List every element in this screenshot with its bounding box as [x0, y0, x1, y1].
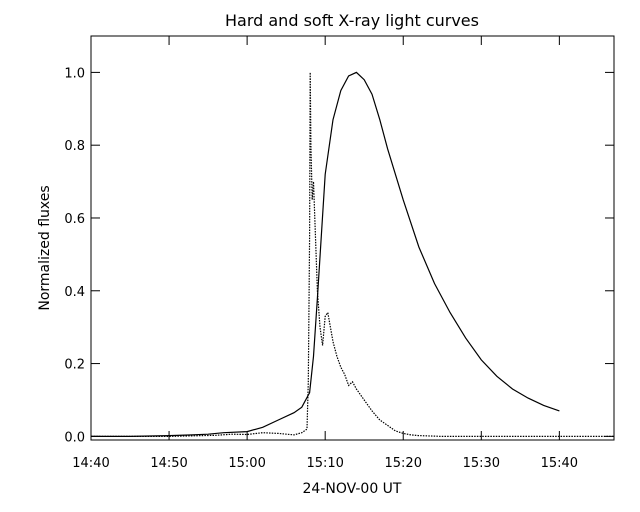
x-tick-label: 15:30: [463, 456, 500, 471]
x-tick-label: 15:00: [228, 456, 265, 471]
series-layer: [91, 71, 614, 437]
y-tick-label: 0.2: [64, 358, 85, 373]
x-axis: 14:40 14:50 15:00 15:10 15:20 15:30 15:40: [72, 36, 578, 471]
y-axis-label: Normalized fluxes: [37, 185, 53, 310]
plot-frame: [90, 35, 615, 441]
soft-xray-curve: [91, 71, 560, 437]
x-tick-label: 15:20: [385, 456, 422, 471]
x-tick-label: 14:50: [150, 456, 187, 471]
x-axis-label: 24-NOV-00 UT: [303, 481, 402, 497]
chart-title: Hard and soft X-ray light curves: [225, 11, 479, 30]
x-tick-label: 14:40: [72, 456, 109, 471]
x-tick-label: 15:10: [306, 456, 343, 471]
y-axis: 0.0 0.2 0.4 0.6 0.8 1.0: [64, 66, 614, 445]
y-tick-label: 0.4: [64, 285, 85, 300]
x-tick-label: 15:40: [541, 456, 578, 471]
y-tick-label: 0.0: [64, 430, 85, 445]
y-tick-label: 0.6: [64, 212, 85, 227]
y-tick-label: 1.0: [64, 66, 85, 81]
y-tick-label: 0.8: [64, 139, 85, 154]
hard-xray-curve: [91, 72, 614, 437]
